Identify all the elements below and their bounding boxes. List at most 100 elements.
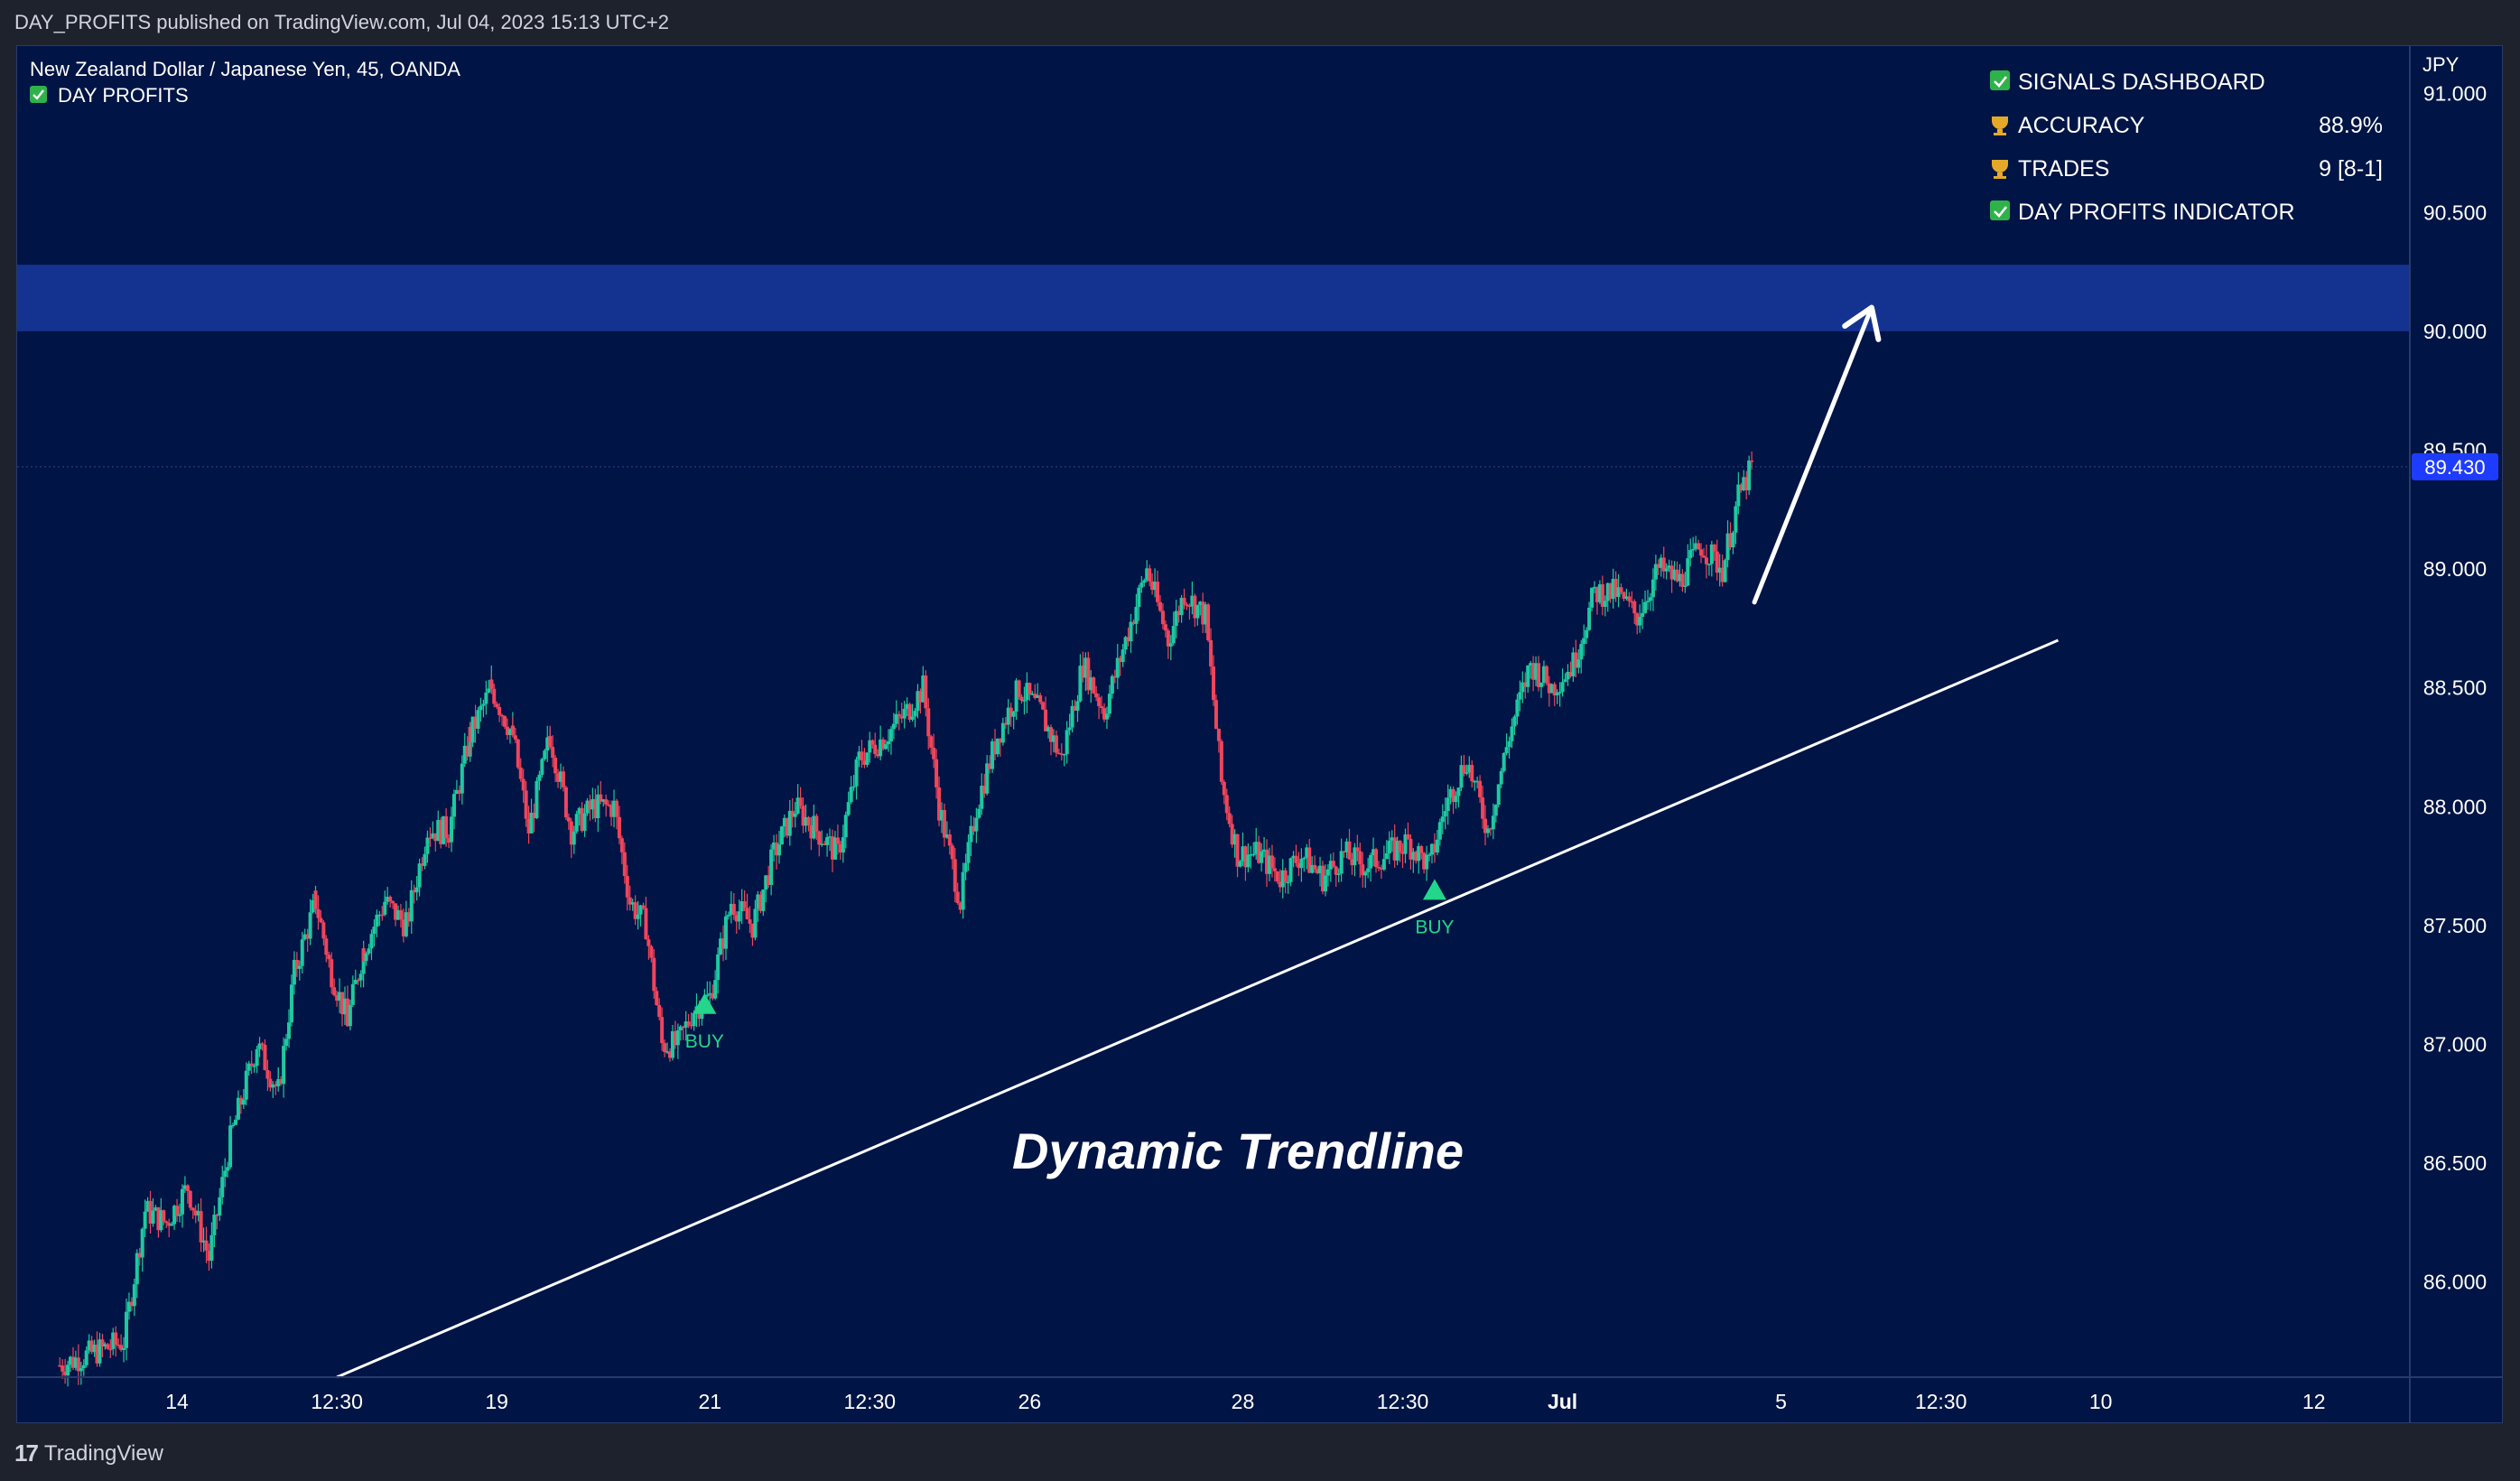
dashboard-footer: DAY PROFITS INDICATOR (2018, 200, 2295, 225)
candle (721, 925, 726, 962)
candle-body (1750, 460, 1754, 462)
candle (1294, 844, 1298, 867)
candle-body (689, 1024, 693, 1027)
candle-body (1224, 795, 1229, 814)
candle (279, 1076, 284, 1086)
candle-body (716, 954, 721, 981)
candle (433, 833, 438, 852)
buy-signal[interactable]: BUY (685, 992, 724, 1052)
candle (1235, 834, 1240, 878)
candle (364, 951, 368, 966)
candle-body (955, 891, 960, 904)
candle (876, 749, 880, 759)
candle (263, 1039, 267, 1071)
candle (447, 834, 451, 843)
annotation-dynamic-trendline[interactable]: Dynamic Trendline (1012, 1122, 1464, 1179)
candle (1437, 818, 1442, 846)
y-tick-label: 87.000 (2423, 1033, 2487, 1057)
candle-body (1070, 705, 1074, 728)
candle-body (1198, 601, 1203, 606)
candle (1299, 848, 1304, 882)
legend-indicator[interactable]: DAY PROFITS (30, 84, 189, 107)
candle-body (667, 1051, 672, 1058)
candle (79, 1362, 83, 1385)
candle-body (218, 1197, 222, 1216)
candle-body (772, 843, 776, 850)
candle-body (1129, 621, 1133, 642)
candle-body (1579, 644, 1584, 660)
candle (1030, 691, 1035, 695)
chart-frame[interactable]: BUY BUY 86.000 86.500 87.000 87.500 88.000 88.… (16, 45, 2503, 1423)
candle-body (1073, 705, 1077, 712)
candle (1699, 543, 1704, 564)
candle-body (543, 750, 547, 759)
candle-body (108, 1348, 113, 1351)
candle (1656, 559, 1660, 575)
candle (398, 903, 403, 928)
candle (1502, 751, 1506, 773)
candle (1344, 838, 1349, 859)
candle-body (916, 691, 920, 712)
candle-body (572, 831, 576, 845)
candle-body (447, 841, 451, 843)
up-arrow[interactable] (1752, 304, 1882, 605)
candle-body (1478, 780, 1483, 798)
candle (1230, 815, 1234, 848)
candle (711, 984, 715, 1001)
dynamic-trendline[interactable] (336, 638, 2060, 1379)
candle (865, 752, 869, 768)
candle-body (1744, 477, 1749, 490)
candle-body (1275, 871, 1279, 882)
candle (1478, 775, 1483, 804)
candle-body (1680, 573, 1685, 587)
candle (369, 929, 374, 961)
candle-body (1305, 847, 1309, 858)
candle (129, 1297, 134, 1311)
candle-body (367, 948, 371, 954)
candle (1387, 831, 1391, 864)
candle-body (779, 826, 784, 845)
candle (1534, 656, 1539, 686)
candle-body (681, 1026, 685, 1029)
candle (1067, 713, 1072, 736)
candle-body (1661, 557, 1666, 572)
candle-body (1046, 727, 1051, 731)
buy-signal[interactable]: BUY (1415, 879, 1455, 937)
candle (537, 770, 542, 791)
candle-body (95, 1344, 99, 1364)
candle-body (1286, 881, 1290, 884)
candle (1062, 753, 1066, 767)
candle-body (300, 939, 304, 966)
candle-body (103, 1344, 107, 1347)
candle-body (1499, 770, 1503, 785)
candle (1363, 871, 1368, 889)
candle (1427, 852, 1432, 862)
chart-canvas[interactable]: BUY BUY 86.000 86.500 87.000 87.500 88.000 88.… (17, 46, 2502, 1422)
candle (588, 795, 592, 821)
candle-body (1627, 596, 1632, 601)
candle (879, 725, 883, 760)
candle (545, 725, 550, 762)
candle-body (1529, 663, 1533, 666)
candle-body (98, 1339, 102, 1364)
candle-body (1422, 852, 1427, 870)
tradingview-brand[interactable]: 17 TradingView (14, 1439, 163, 1467)
candle (388, 895, 393, 908)
candle-body (450, 816, 454, 843)
candle-body (1443, 811, 1447, 817)
candle-body (787, 810, 792, 836)
candle-body (1353, 847, 1357, 866)
candle (188, 1189, 192, 1211)
candle (657, 998, 662, 1020)
candle (1297, 852, 1301, 876)
candle (838, 840, 842, 861)
candle (1558, 682, 1562, 707)
candle-body (1212, 666, 1215, 701)
candle-body (1246, 854, 1251, 868)
candle-body (294, 959, 299, 969)
candle-body (630, 902, 635, 905)
candle-body (1483, 818, 1488, 834)
candle (372, 918, 377, 947)
candle-body (1254, 842, 1259, 854)
candle-body (1470, 765, 1474, 782)
